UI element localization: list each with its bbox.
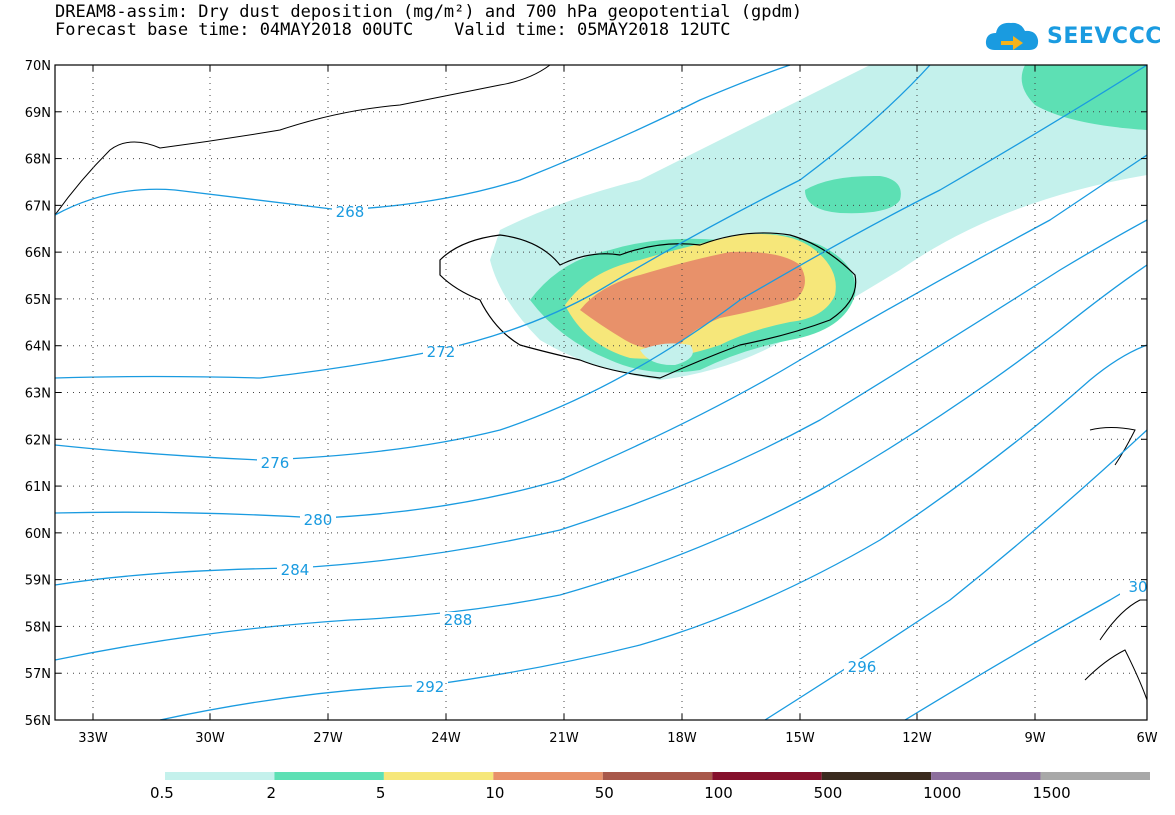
lon-label-24W: 24W bbox=[431, 731, 461, 746]
contour-label-bg bbox=[423, 344, 459, 360]
colorbar-label-0.5: 0.5 bbox=[150, 784, 174, 802]
contour-292 bbox=[159, 344, 1147, 720]
dust-iceland-orange bbox=[580, 251, 805, 349]
dust-iceland-inner bbox=[640, 343, 693, 366]
contour-276 bbox=[55, 65, 1147, 461]
colorbar-swatch-5 bbox=[712, 772, 822, 780]
lat-label-59N: 59N bbox=[25, 574, 51, 589]
colorbar-swatch-0 bbox=[165, 772, 275, 780]
lon-label-18W: 18W bbox=[667, 731, 697, 746]
lat-label-70N: 70N bbox=[25, 59, 51, 74]
colorbar-label-2: 2 bbox=[266, 784, 276, 802]
iceland-coast bbox=[439, 232, 857, 379]
colorbar-label-10: 10 bbox=[485, 784, 505, 802]
contour-label-284: 284 bbox=[281, 561, 310, 579]
contour-label-296: 296 bbox=[848, 658, 877, 676]
colorbar-swatch-4 bbox=[602, 772, 713, 780]
contour-284 bbox=[55, 219, 1147, 586]
lat-label-63N: 63N bbox=[25, 387, 51, 402]
contour-296 bbox=[764, 429, 1147, 720]
colorbar-label-500: 500 bbox=[813, 784, 843, 802]
colorbar-label-1500: 1500 bbox=[1032, 784, 1071, 802]
contour-268 bbox=[55, 65, 791, 216]
colorbar-label-1000: 1000 bbox=[923, 784, 962, 802]
contour-label-bg bbox=[412, 679, 448, 695]
colorbar-label-100: 100 bbox=[704, 784, 733, 802]
lon-label-27W: 27W bbox=[313, 731, 343, 746]
lat-label-56N: 56N bbox=[25, 714, 51, 729]
lat-label-58N: 58N bbox=[25, 620, 51, 635]
lon-label-30W: 30W bbox=[195, 731, 225, 746]
contour-label-300: 30 bbox=[1128, 578, 1147, 596]
dust-patch-ne bbox=[1021, 65, 1147, 130]
lat-label-57N: 57N bbox=[25, 667, 51, 682]
contour-label-bg bbox=[257, 455, 293, 471]
contour-label-bg bbox=[277, 562, 313, 578]
lat-label-67N: 67N bbox=[25, 199, 51, 214]
contour-label-bg bbox=[332, 204, 368, 220]
lon-label-15W: 15W bbox=[785, 731, 815, 746]
contour-label-bg bbox=[844, 659, 880, 675]
seevccc-logo: SEEVCCC bbox=[985, 14, 1161, 60]
lat-label-66N: 66N bbox=[25, 246, 51, 261]
contour-label-272: 272 bbox=[427, 343, 456, 361]
lon-label-21W: 21W bbox=[549, 731, 579, 746]
lon-label-12W: 12W bbox=[902, 731, 932, 746]
lat-label-65N: 65N bbox=[25, 293, 51, 308]
contour-300 bbox=[904, 579, 1147, 720]
colorbar-swatch-8 bbox=[1040, 772, 1150, 780]
colorbar-swatch-7 bbox=[931, 772, 1041, 780]
contour-label-276: 276 bbox=[261, 454, 290, 472]
lat-label-69N: 69N bbox=[25, 106, 51, 121]
contour-272 bbox=[55, 65, 931, 379]
greenland-coast bbox=[55, 65, 551, 216]
lon-label-6W: 6W bbox=[1136, 731, 1157, 746]
contour-label-bg bbox=[300, 512, 336, 528]
lat-label-61N: 61N bbox=[25, 480, 51, 495]
colorbar-swatch-6 bbox=[821, 772, 932, 780]
contour-288 bbox=[55, 264, 1147, 661]
lon-label-9W: 9W bbox=[1024, 731, 1045, 746]
colorbar-label-50: 50 bbox=[594, 784, 614, 802]
lat-label-60N: 60N bbox=[25, 527, 51, 542]
colorbar-label-5: 5 bbox=[375, 784, 386, 802]
contour-label-280: 280 bbox=[304, 511, 333, 529]
dust-patch-mid bbox=[805, 175, 901, 214]
lat-label-62N: 62N bbox=[25, 433, 51, 448]
colorbar-swatch-3 bbox=[493, 772, 603, 780]
contour-280 bbox=[55, 154, 1147, 519]
lon-label-33W: 33W bbox=[78, 731, 108, 746]
contour-label-268: 268 bbox=[336, 203, 365, 221]
map-title: DREAM8-assim: Dry dust deposition (mg/m²… bbox=[55, 2, 803, 22]
logo-text: SEEVCCC bbox=[1047, 24, 1162, 49]
forecast-times: Forecast base time: 04MAY2018 00UTC Vali… bbox=[55, 20, 731, 40]
colorbar-swatch-2 bbox=[383, 772, 494, 780]
lat-label-64N: 64N bbox=[25, 340, 51, 355]
lat-label-68N: 68N bbox=[25, 153, 51, 168]
contour-label-288: 288 bbox=[444, 611, 473, 629]
scotland-coast bbox=[1084, 427, 1147, 701]
contour-label-bg bbox=[440, 612, 476, 628]
colorbar-swatch-1 bbox=[274, 772, 384, 780]
cloud-icon bbox=[985, 22, 1039, 50]
contour-label-292: 292 bbox=[416, 678, 445, 696]
